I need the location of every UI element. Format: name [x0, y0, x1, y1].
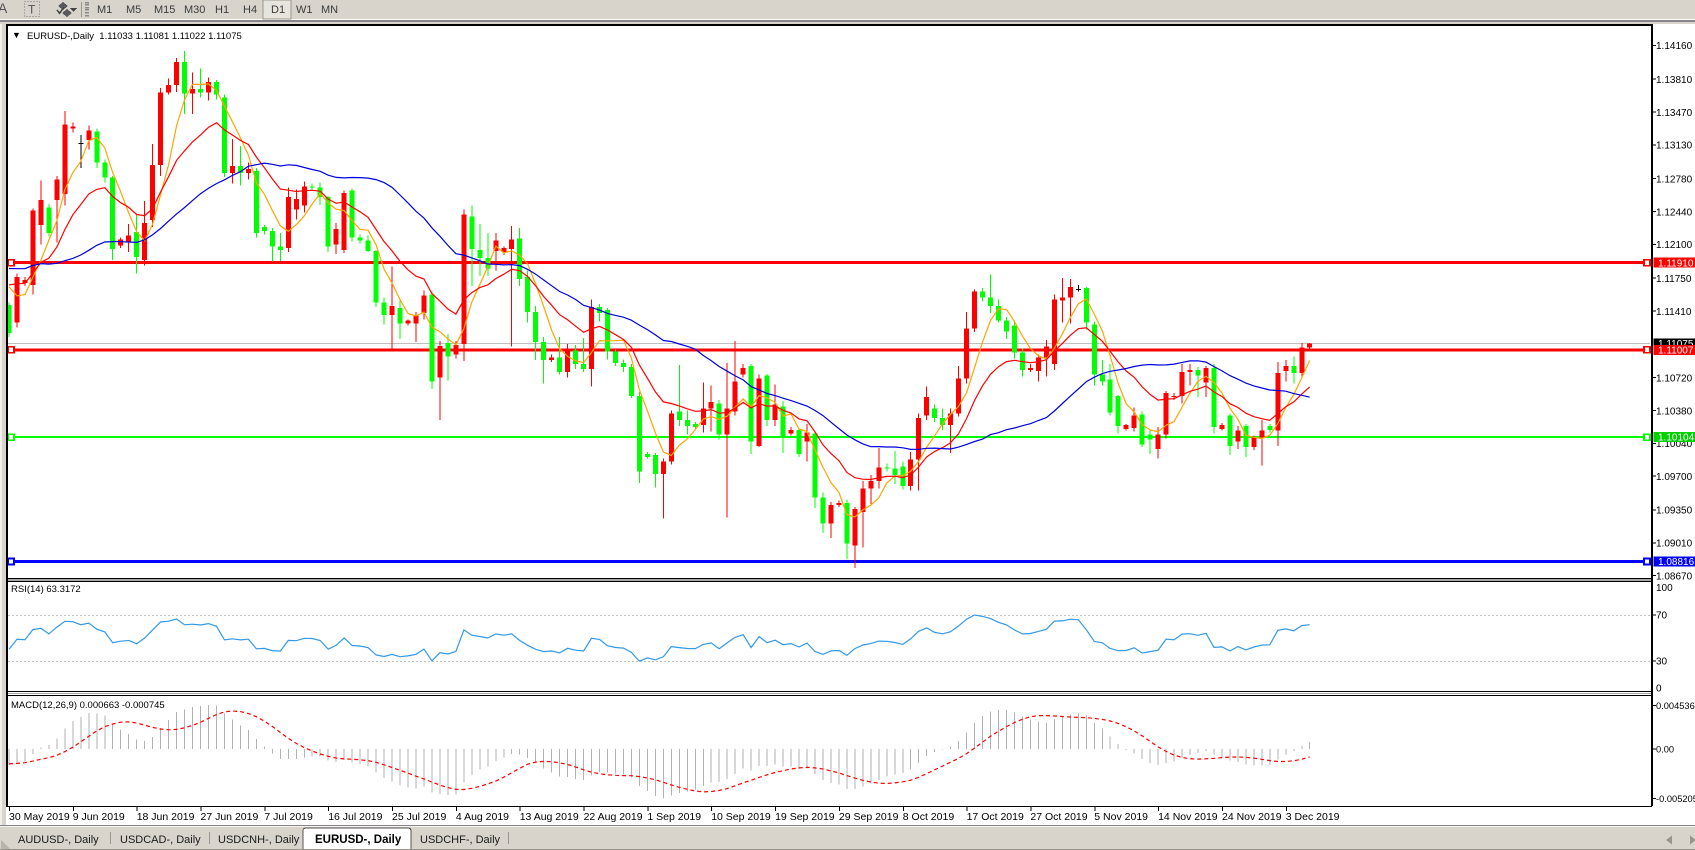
svg-text:13 Aug 2019: 13 Aug 2019 [520, 811, 579, 823]
svg-text:22 Aug 2019: 22 Aug 2019 [584, 811, 643, 823]
svg-text:1.11750: 1.11750 [1656, 274, 1692, 285]
svg-text:M1: M1 [97, 4, 112, 16]
svg-text:AUDUSD-, Daily: AUDUSD-, Daily [18, 834, 99, 846]
svg-text:USDCAD-, Daily: USDCAD-, Daily [120, 834, 201, 846]
svg-text:A: A [0, 0, 8, 16]
svg-text:1.09350: 1.09350 [1656, 506, 1693, 517]
svg-text:D1: D1 [271, 4, 285, 16]
svg-text:1.11410: 1.11410 [1656, 307, 1692, 318]
svg-text:1.13130: 1.13130 [1656, 141, 1693, 152]
svg-text:1.10380: 1.10380 [1656, 406, 1693, 417]
svg-text:10 Sep 2019: 10 Sep 2019 [711, 811, 771, 823]
svg-text:29 Sep 2019: 29 Sep 2019 [839, 811, 899, 823]
svg-text:▼: ▼ [12, 30, 21, 40]
svg-text:H4: H4 [243, 4, 257, 16]
svg-text:W1: W1 [296, 4, 313, 16]
svg-text:1.12440: 1.12440 [1656, 207, 1693, 218]
svg-text:1.12100: 1.12100 [1656, 240, 1693, 251]
svg-text:M15: M15 [154, 4, 175, 16]
svg-text:H1: H1 [215, 4, 229, 16]
svg-text:1.12780: 1.12780 [1656, 175, 1693, 186]
svg-text:1.08670: 1.08670 [1656, 571, 1693, 582]
svg-text:1.08816: 1.08816 [1658, 557, 1695, 568]
svg-text:3 Dec 2019: 3 Dec 2019 [1286, 811, 1340, 823]
svg-text:0.004536: 0.004536 [1656, 701, 1695, 711]
svg-text:14 Nov 2019: 14 Nov 2019 [1158, 811, 1218, 823]
svg-text:1.11007: 1.11007 [1658, 346, 1694, 357]
svg-text:16 Jul 2019: 16 Jul 2019 [328, 811, 382, 823]
svg-text:1 Sep 2019: 1 Sep 2019 [647, 811, 701, 823]
svg-text:100: 100 [1656, 583, 1673, 594]
svg-text:18 Jun 2019: 18 Jun 2019 [137, 811, 195, 823]
svg-text:8 Oct 2019: 8 Oct 2019 [903, 811, 955, 823]
svg-text:MN: MN [321, 4, 338, 16]
svg-text:USDCNH-, Daily: USDCNH-, Daily [218, 834, 300, 846]
svg-text:1.14160: 1.14160 [1656, 41, 1693, 52]
svg-text:1.11075: 1.11075 [1658, 339, 1694, 350]
svg-text:USDCHF-, Daily: USDCHF-, Daily [420, 834, 501, 846]
svg-text:4 Aug 2019: 4 Aug 2019 [456, 811, 509, 823]
svg-text:1.09010: 1.09010 [1656, 539, 1693, 550]
svg-text:0.00: 0.00 [1656, 745, 1674, 755]
svg-text:17 Oct 2019: 17 Oct 2019 [967, 811, 1024, 823]
svg-text:30: 30 [1656, 657, 1668, 668]
svg-text:19 Sep 2019: 19 Sep 2019 [775, 811, 835, 823]
svg-text:1.10104: 1.10104 [1658, 433, 1695, 444]
svg-text:1.13810: 1.13810 [1656, 75, 1693, 86]
svg-text:0: 0 [1656, 684, 1662, 695]
svg-text:7 Jul 2019: 7 Jul 2019 [264, 811, 313, 823]
svg-text:T: T [28, 3, 36, 17]
svg-text:1.10040: 1.10040 [1656, 439, 1693, 450]
svg-text:70: 70 [1656, 611, 1668, 622]
svg-text:RSI(14) 63.3172: RSI(14) 63.3172 [11, 584, 81, 595]
svg-text:24 Nov 2019: 24 Nov 2019 [1222, 811, 1282, 823]
svg-text:1.09700: 1.09700 [1656, 472, 1693, 483]
svg-text:25 Jul 2019: 25 Jul 2019 [392, 811, 446, 823]
svg-text:EURUSD-, Daily: EURUSD-, Daily [315, 834, 402, 846]
svg-text:1.10720: 1.10720 [1656, 373, 1693, 384]
svg-text:30 May 2019: 30 May 2019 [9, 811, 70, 823]
svg-text:5 Nov 2019: 5 Nov 2019 [1094, 811, 1148, 823]
svg-text:M5: M5 [126, 4, 141, 16]
svg-text:27 Jun 2019: 27 Jun 2019 [201, 811, 259, 823]
svg-text:-0.005205: -0.005205 [1656, 794, 1695, 804]
svg-text:MACD(12,26,9) 0.000663 -0.0007: MACD(12,26,9) 0.000663 -0.000745 [11, 700, 165, 711]
svg-text:9 Jun 2019: 9 Jun 2019 [73, 811, 125, 823]
svg-text:1.11910: 1.11910 [1658, 258, 1694, 269]
svg-text:M30: M30 [184, 4, 205, 16]
svg-text:27 Oct 2019: 27 Oct 2019 [1030, 811, 1087, 823]
svg-text:1.13470: 1.13470 [1656, 108, 1693, 119]
svg-text:EURUSD-,Daily 1.11033 1.11081: EURUSD-,Daily 1.11033 1.11081 1.11022 1.… [27, 31, 242, 42]
